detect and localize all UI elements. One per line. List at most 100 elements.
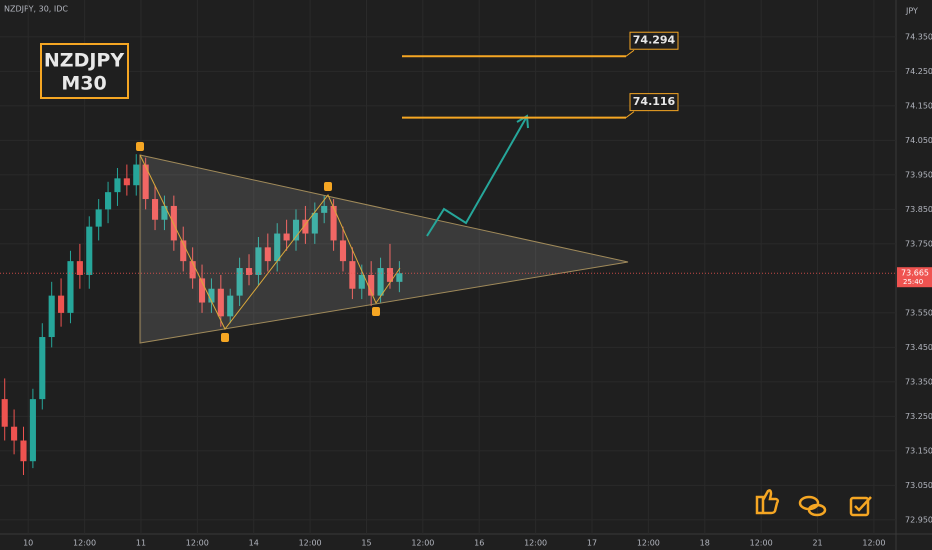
candle-body: [86, 226, 93, 275]
candle-body: [349, 261, 356, 289]
candle-body: [339, 240, 347, 262]
candle-body: [142, 164, 149, 200]
check-icon[interactable]: [849, 496, 870, 517]
x-tick-label: 17: [587, 539, 597, 548]
x-tick-label: 16: [474, 539, 484, 548]
x-tick-label: 14: [249, 539, 259, 548]
x-tick-label: 12:00: [637, 539, 660, 548]
candle-body: [114, 178, 121, 193]
candle-body: [76, 261, 83, 275]
y-tick-label: 73.450: [905, 343, 932, 352]
current-price-label: 73.665: [901, 269, 929, 278]
icons: [755, 489, 872, 517]
countdown: 25:40: [903, 278, 923, 286]
candle-body: [180, 240, 187, 262]
level-label: 74.116: [633, 95, 676, 108]
y-tick-label: 74.250: [905, 67, 932, 76]
candle-body: [368, 274, 375, 296]
x-tick-label: 18: [700, 539, 710, 548]
y-tick-label: 73.250: [905, 412, 932, 421]
candle-body: [217, 288, 224, 317]
candle-body: [245, 268, 253, 275]
candle-body: [358, 274, 365, 289]
candle-body: [377, 268, 384, 296]
y-tick-label: 73.550: [905, 308, 932, 317]
point-marker: [372, 307, 380, 316]
point-marker: [221, 333, 229, 342]
y-tick-label: 73.350: [905, 377, 932, 386]
candle-body: [58, 295, 65, 313]
candle-body: [208, 288, 215, 303]
symbol-label: NZDJPY: [44, 50, 124, 72]
candle-body: [264, 247, 271, 262]
candle-body: [123, 178, 130, 186]
candle-body: [11, 426, 18, 441]
point-marker: [324, 182, 332, 191]
candle-body: [1, 399, 8, 427]
x-tick-label: 12:00: [750, 539, 773, 548]
y-tick-label: 73.050: [905, 481, 932, 490]
candle-body: [20, 440, 27, 462]
candle-body: [274, 233, 281, 262]
like-icon[interactable]: [755, 489, 780, 515]
y-tick-label: 73.850: [905, 205, 932, 214]
x-tick-label: 10: [23, 539, 33, 548]
currency: JPY: [905, 7, 918, 16]
label-pointer: [625, 111, 635, 119]
x-tick-label: 12:00: [186, 539, 209, 548]
candle-body: [255, 247, 262, 275]
y-tick-label: 73.150: [905, 446, 932, 455]
forecast-arrow: [426, 117, 527, 237]
candle-body: [283, 233, 290, 241]
current-price-tag: [897, 267, 932, 288]
candle-body: [302, 219, 309, 234]
candle-body: [198, 278, 206, 303]
candle-body: [161, 205, 168, 220]
zigzag: [139, 154, 401, 330]
candle-body: [48, 295, 55, 338]
candle-body: [105, 192, 112, 210]
candle-body: [95, 209, 102, 227]
candle-body: [311, 212, 318, 234]
candle-body: [386, 268, 394, 282]
y-tick-label: 73.950: [905, 170, 932, 179]
timeframe-label: M30: [61, 73, 106, 95]
x-tick-label: 12:00: [862, 539, 885, 548]
candle-body: [29, 399, 36, 462]
y-tick-label: 74.150: [905, 101, 932, 110]
candle-body: [292, 219, 300, 241]
y-tick-label: 74.350: [905, 32, 932, 41]
candle-body: [321, 205, 328, 213]
x-tick-label: 12:00: [73, 539, 96, 548]
arrow-head: [516, 114, 529, 129]
x-tick-label: 15: [361, 539, 371, 548]
x-tick-label: 12:00: [299, 539, 322, 548]
level-label-box: [629, 31, 679, 50]
chart-title: NZDJPY, 30, IDC: [4, 5, 68, 14]
candle-body: [396, 273, 403, 282]
candle-body: [227, 295, 234, 317]
symbol-box: [40, 43, 129, 99]
candle-body: [189, 261, 196, 279]
candle-body: [133, 164, 140, 186]
x-tick-label: 21: [812, 539, 822, 548]
candle-body: [67, 261, 74, 313]
pattern-points: [136, 142, 380, 342]
y-tick-label: 72.950: [905, 515, 932, 524]
candle-body: [39, 337, 46, 400]
triangle-pattern: [139, 154, 629, 344]
label-pointer: [625, 49, 635, 57]
candle-body: [236, 268, 243, 296]
level-label-box: [629, 93, 679, 112]
candle-body: [330, 205, 337, 241]
level-label: 74.294: [633, 34, 676, 47]
y-tick-label: 74.050: [905, 136, 932, 145]
y-tick-label: 73.750: [905, 239, 932, 248]
x-tick-label: 12:00: [411, 539, 434, 548]
candle-body: [151, 199, 159, 220]
x-tick-label: 11: [136, 539, 146, 548]
x-tick-label: 12:00: [524, 539, 547, 548]
point-marker: [136, 142, 144, 151]
